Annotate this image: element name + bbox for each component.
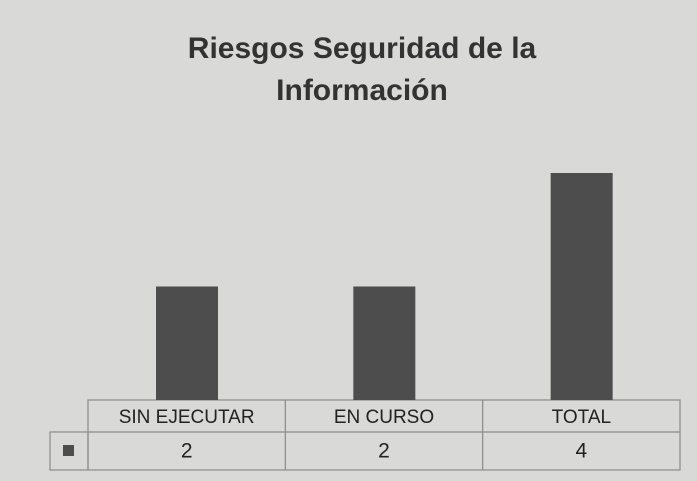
bar bbox=[353, 286, 416, 400]
bar bbox=[156, 286, 218, 400]
x-tick-label: EN CURSO bbox=[334, 407, 434, 428]
bar bbox=[550, 173, 613, 400]
table-value: 4 bbox=[575, 440, 587, 463]
table-legend-cell bbox=[49, 431, 89, 471]
legend-key bbox=[63, 445, 74, 456]
chart-title: Información bbox=[276, 74, 448, 107]
table-value: 2 bbox=[378, 440, 390, 463]
x-tick-label: TOTAL bbox=[552, 407, 611, 428]
chart-title: Riesgos Seguridad de la bbox=[188, 32, 537, 65]
x-tick-label: SIN EJECUTAR bbox=[119, 407, 255, 428]
table-value: 2 bbox=[181, 440, 193, 463]
